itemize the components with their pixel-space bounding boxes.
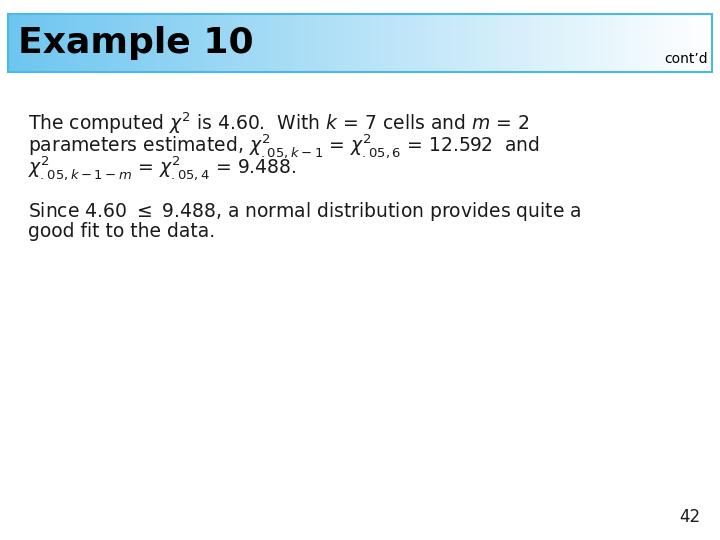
Text: cont’d: cont’d bbox=[665, 52, 708, 66]
Text: Since 4.60 $\leq$ 9.488, a normal distribution provides quite a: Since 4.60 $\leq$ 9.488, a normal distri… bbox=[28, 200, 582, 223]
Text: The computed $\chi^2$ is 4.60.  With $k$ = 7 cells and $m$ = 2: The computed $\chi^2$ is 4.60. With $k$ … bbox=[28, 110, 529, 136]
Text: Example 10: Example 10 bbox=[18, 26, 253, 60]
Text: parameters estimated, $\chi^2_{.05,k-1}$ = $\chi^2_{.05,6}$ = 12.592  and: parameters estimated, $\chi^2_{.05,k-1}$… bbox=[28, 132, 540, 160]
Text: $\chi^2_{.05,k-1-m}$ = $\chi^2_{.05,4}$ = 9.488.: $\chi^2_{.05,k-1-m}$ = $\chi^2_{.05,4}$ … bbox=[28, 154, 297, 181]
Text: good fit to the data.: good fit to the data. bbox=[28, 222, 215, 241]
Text: 42: 42 bbox=[679, 508, 700, 526]
